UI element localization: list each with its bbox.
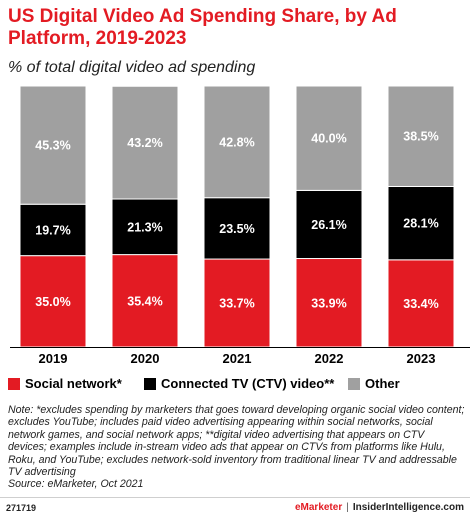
data-label-2020-s2: 43.2% — [127, 136, 162, 150]
x-tick-label-2023: 2023 — [407, 351, 436, 366]
bar-segment-2020-s2 — [111, 85, 179, 200]
brand-insider-intelligence[interactable]: InsiderIntelligence.com — [352, 502, 464, 513]
legend-label-other: Other — [365, 376, 400, 391]
legend-swatch-other — [348, 378, 360, 390]
chart-id: 271719 — [6, 503, 37, 513]
bar-segment-2021-s2 — [203, 85, 271, 199]
data-label-2020-s1: 21.3% — [127, 220, 162, 234]
source-text: Source: eMarketer, Oct 2021 — [8, 478, 144, 491]
x-tick-label-2021: 2021 — [223, 351, 252, 366]
data-label-2023-s0: 33.4% — [403, 297, 438, 311]
bar-segment-2022-s0 — [295, 258, 363, 348]
brand-emarketer: eMarketer — [294, 502, 343, 513]
x-tick-label-2022: 2022 — [315, 351, 344, 366]
data-label-2022-s2: 40.0% — [311, 132, 346, 146]
bar-segment-2021-s0 — [203, 258, 271, 348]
bar-segment-2023-s1 — [387, 185, 455, 261]
bar-segment-2023-s2 — [387, 85, 455, 187]
chart-legend: Social network* Connected TV (CTV) video… — [8, 375, 468, 393]
bar-segment-2023-s0 — [387, 259, 455, 348]
stacked-bar-chart: 35.0% 19.7% 45.3% 2019 35.4% 21.3% 43.2% 2020 33… — [10, 85, 470, 366]
data-label-2019-s0: 35.0% — [35, 295, 70, 309]
data-label-2019-s1: 19.7% — [35, 223, 70, 237]
legend-label-ctv: Connected TV (CTV) video** — [161, 376, 335, 391]
data-label-2021-s1: 23.5% — [219, 222, 254, 236]
x-tick-label-2020: 2020 — [131, 351, 160, 366]
data-label-2023-s1: 28.1% — [403, 217, 438, 231]
data-label-2019-s2: 45.3% — [35, 139, 70, 153]
bar-segment-2022-s2 — [295, 85, 363, 191]
legend-label-social-network: Social network* — [25, 376, 122, 391]
data-label-2021-s0: 33.7% — [219, 297, 254, 311]
brand-footer: eMarketer | InsiderIntelligence.com — [295, 502, 464, 513]
bar-segment-2019-s2 — [19, 85, 87, 205]
data-label-2020-s0: 35.4% — [127, 294, 162, 308]
bar-segment-2021-s1 — [203, 197, 271, 260]
chart-note: Note: *excludes spending by marketers th… — [8, 404, 466, 491]
data-label-2021-s2: 42.8% — [219, 135, 254, 149]
data-label-2023-s2: 38.5% — [403, 130, 438, 144]
data-label-2022-s1: 26.1% — [311, 218, 346, 232]
chart-title: US Digital Video Ad Spending Share, by A… — [8, 6, 397, 49]
note-text: Note: *excludes spending by marketers th… — [8, 404, 465, 479]
chart-subtitle: % of total digital video ad spending — [8, 59, 256, 76]
footer-divider — [0, 497, 470, 498]
bar-segment-2019-s1 — [19, 203, 87, 257]
data-label-2022-s0: 33.9% — [311, 296, 346, 310]
brand-separator: | — [346, 502, 349, 513]
bar-segment-2019-s0 — [19, 255, 87, 348]
x-tick-label-2019: 2019 — [39, 351, 68, 366]
bar-segment-2022-s1 — [295, 189, 363, 260]
legend-swatch-ctv — [144, 378, 156, 390]
legend-swatch-social-network — [8, 378, 20, 390]
